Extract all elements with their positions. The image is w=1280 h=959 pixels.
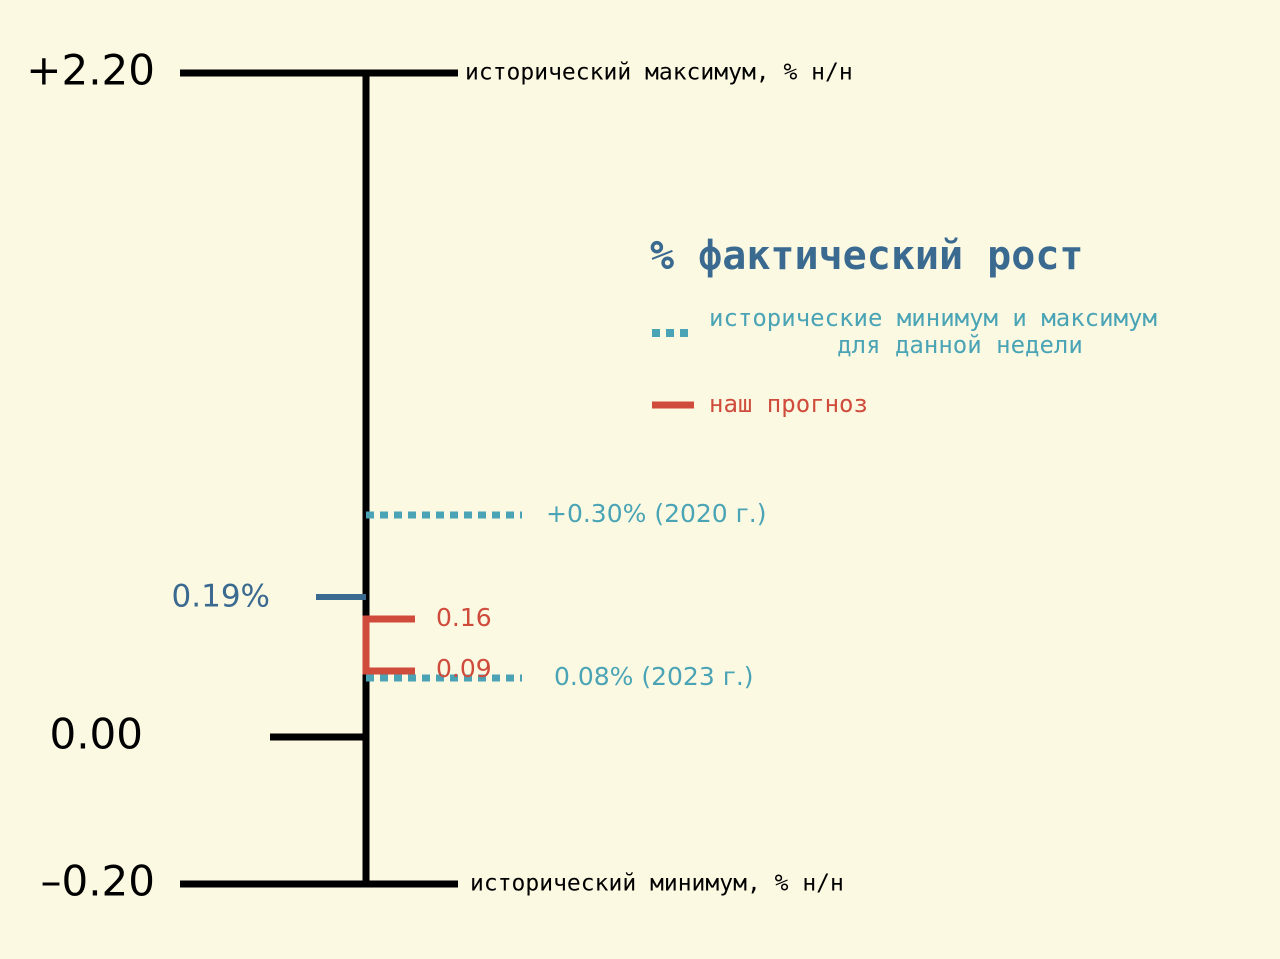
legend-historical-label-line1: исторические минимум и максимум — [709, 304, 1157, 332]
forecast-low-label: 0.09 — [436, 654, 492, 683]
scale-zero-label: 0.00 — [49, 710, 143, 759]
historical-week-min-label: 0.08% (2023 г.) — [554, 662, 754, 691]
historical-min-description: исторический минимум, % н/н — [470, 871, 844, 897]
historical-week-max-label: +0.30% (2020 г.) — [546, 499, 766, 528]
actual-growth-label: 0.19% — [172, 579, 270, 615]
scale-min-label: –0.20 — [40, 857, 155, 906]
forecast-high-label: 0.16 — [436, 603, 492, 632]
legend-title-actual: % фактический рост — [650, 233, 1083, 279]
historical-max-description: исторический максимум, % н/н — [465, 60, 853, 86]
legend: % фактический рост исторические минимум … — [650, 233, 1157, 418]
legend-historical-label-line2: для данной недели — [837, 331, 1083, 359]
forecast-range-bracket — [362, 615, 415, 675]
legend-forecast-label: наш прогноз — [709, 390, 868, 418]
scale-max-label: +2.20 — [26, 46, 155, 95]
